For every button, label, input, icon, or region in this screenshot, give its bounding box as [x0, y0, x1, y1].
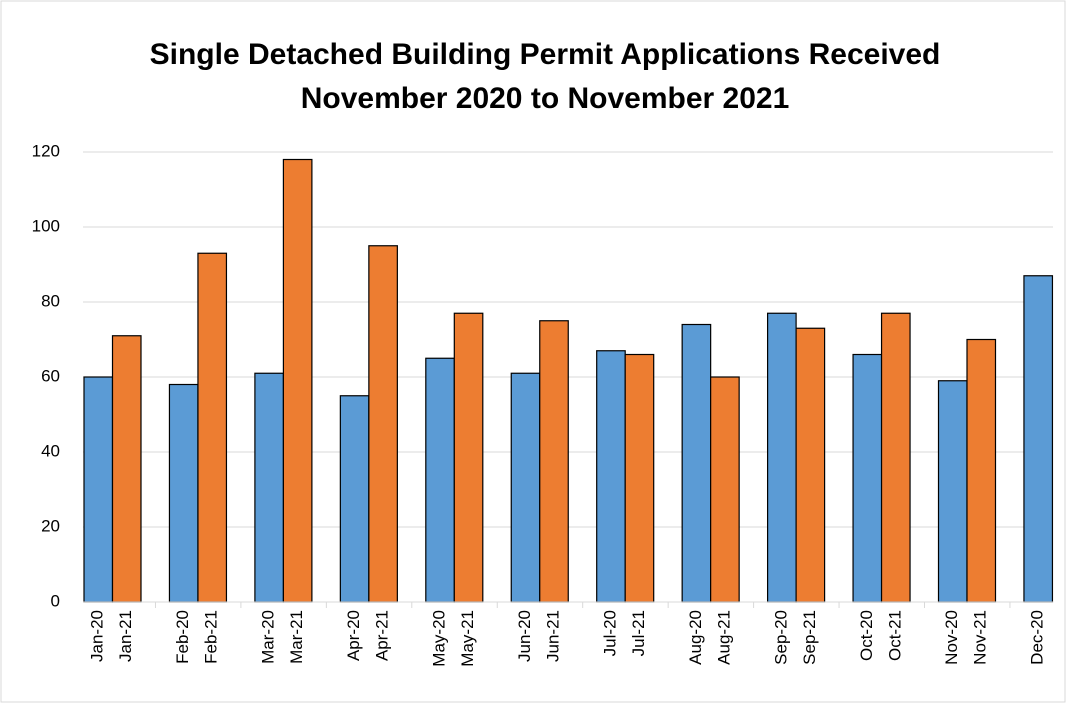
x-tick-label: Jan-21 — [116, 610, 135, 662]
x-tick-label: Jan-20 — [88, 610, 107, 662]
x-tick-label: Nov-21 — [971, 610, 990, 665]
bar — [966, 338, 997, 603]
bar — [254, 372, 284, 603]
x-tick-label: Apr-21 — [373, 610, 392, 661]
bar — [852, 353, 883, 603]
x-tick-label: Dec-20 — [1028, 610, 1047, 665]
y-tick-label: 80 — [41, 291, 60, 310]
y-tick-label: 100 — [32, 216, 60, 235]
x-tick-label: Jun-21 — [543, 610, 562, 662]
bar — [453, 312, 484, 603]
x-tick-label: May-20 — [430, 610, 449, 667]
x-tick-label: Apr-20 — [344, 610, 363, 661]
bar — [766, 312, 797, 603]
x-tick-label: Oct-21 — [885, 610, 904, 661]
x-tick-label: Nov-20 — [942, 610, 961, 665]
x-tick-label: Sep-20 — [771, 610, 790, 665]
bar — [1023, 275, 1054, 603]
y-tick-label: 20 — [41, 516, 60, 535]
bar — [111, 335, 142, 603]
bar — [624, 353, 655, 603]
bar — [937, 380, 968, 603]
bar — [168, 383, 199, 603]
x-tick-label: Aug-20 — [686, 610, 705, 665]
bar — [510, 372, 541, 603]
bar — [282, 158, 313, 603]
x-tick-label: Mar-20 — [259, 610, 278, 664]
chart-subtitle: November 2020 to November 2021 — [301, 82, 790, 115]
x-tick-label: Mar-21 — [287, 610, 306, 664]
bar — [425, 357, 455, 603]
y-tick-label: 40 — [41, 441, 60, 460]
bar — [880, 312, 911, 603]
bar — [197, 252, 228, 603]
x-tick-label: Sep-21 — [800, 610, 819, 665]
bar — [795, 327, 826, 603]
bar — [539, 320, 569, 603]
y-tick-label: 0 — [51, 591, 60, 610]
x-tick-label: Jun-20 — [515, 610, 534, 662]
bar — [83, 376, 114, 603]
x-tick-label: Oct-20 — [857, 610, 876, 661]
y-tick-label: 120 — [32, 141, 60, 160]
bar — [596, 350, 626, 603]
bar — [710, 376, 740, 603]
chart-title: Single Detached Building Permit Applicat… — [150, 38, 941, 71]
bar — [368, 245, 398, 603]
x-tick-label: Aug-21 — [714, 610, 733, 665]
x-tick-label: Feb-21 — [202, 610, 221, 664]
x-tick-label: Jul-21 — [629, 610, 648, 656]
x-tick-label: May-21 — [458, 610, 477, 667]
y-tick-label: 60 — [41, 366, 60, 385]
bar — [339, 395, 370, 603]
bar — [681, 323, 712, 603]
x-tick-label: Jul-20 — [600, 610, 619, 656]
x-tick-label: Feb-20 — [173, 610, 192, 664]
